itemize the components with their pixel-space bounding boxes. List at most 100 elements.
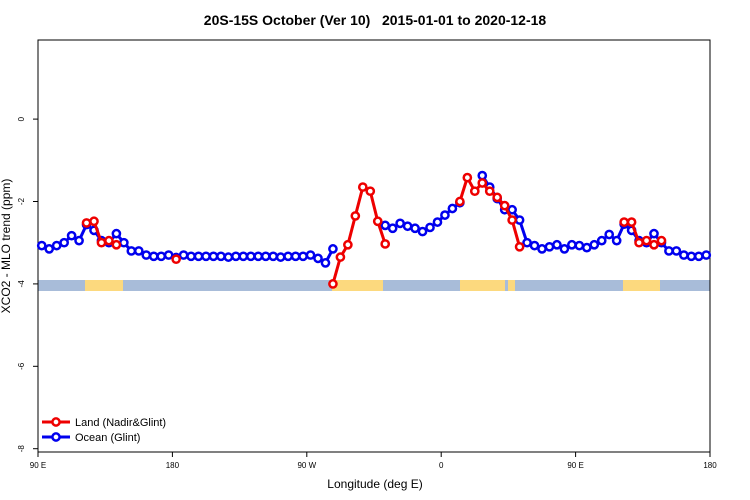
x-tick-label: 0 [439,461,444,470]
point [679,250,689,260]
point [111,228,122,239]
point [89,216,99,227]
point [567,239,577,250]
point [253,251,264,262]
land-patch [85,280,123,291]
point [81,218,92,228]
point [156,251,167,262]
y-axis-label: XCO2 - MLO trend (ppm) [0,179,13,314]
point [260,251,271,262]
point [343,239,353,250]
x-tick-label: 90 E [30,461,46,470]
y-tick-label: -4 [17,280,26,288]
point [66,230,77,241]
point [462,172,473,183]
land-patch [332,280,383,291]
chart-title: 20S-15S October (Ver 10) 2015-01-01 to 2… [204,12,547,28]
y-tick-label: -8 [17,445,26,453]
point [544,241,555,252]
point [387,223,398,234]
point [581,242,592,253]
point [208,251,219,262]
point [589,239,600,250]
point [537,244,547,254]
point [432,217,443,227]
point [268,251,279,262]
point [372,216,383,227]
point [201,251,211,262]
legend-label: Land (Nadir&Glint) [75,417,166,429]
point [119,237,129,248]
point [514,215,525,225]
point [328,244,338,254]
point [686,251,697,262]
point [649,239,659,250]
point [335,252,346,262]
point [290,251,301,262]
point [529,240,540,251]
point [320,258,331,268]
point [59,237,69,248]
point [193,251,204,262]
point [619,217,629,227]
legend-marker [51,417,61,427]
point [51,240,62,251]
point [298,251,308,262]
point [634,237,644,248]
point [514,241,525,252]
point [455,196,465,207]
point [417,226,428,237]
point [141,250,152,260]
point [350,211,361,221]
x-axis-label: Longitude (deg E) [327,477,422,491]
point [238,251,249,262]
point [96,237,107,248]
land-patch [460,280,505,291]
point [701,250,712,260]
point [231,251,241,262]
point [559,244,570,254]
point [328,279,338,289]
point [365,186,376,197]
point [477,178,488,188]
point [313,253,323,264]
point [611,235,622,246]
legend-marker [51,432,61,442]
y-tick-label: 0 [17,116,26,121]
point [104,235,114,246]
point [148,251,159,262]
point [357,182,368,192]
point [36,240,47,251]
point [410,223,420,234]
point [380,239,391,249]
legend-label: Ocean (Glint) [75,432,140,444]
point [507,204,517,215]
point [380,220,391,231]
point [447,203,458,214]
point [499,200,510,211]
point [664,246,674,256]
point [469,186,480,197]
point [216,251,226,262]
point [171,254,181,265]
point [574,240,585,251]
point [484,186,495,197]
point [477,170,488,181]
point [283,251,293,262]
point [641,235,652,246]
land-mask-strip [38,280,710,291]
x-tick-label: 180 [166,461,180,470]
point [492,192,503,203]
point [186,251,196,262]
point [126,246,137,256]
point [111,239,122,250]
point [671,246,682,256]
point [522,237,532,248]
point [604,229,615,240]
point [245,251,256,262]
point [395,218,405,229]
y-tick-label: -2 [17,197,26,205]
x-tick-label: 90 W [297,461,316,470]
point [305,250,316,260]
x-tick-label: 180 [703,461,717,470]
